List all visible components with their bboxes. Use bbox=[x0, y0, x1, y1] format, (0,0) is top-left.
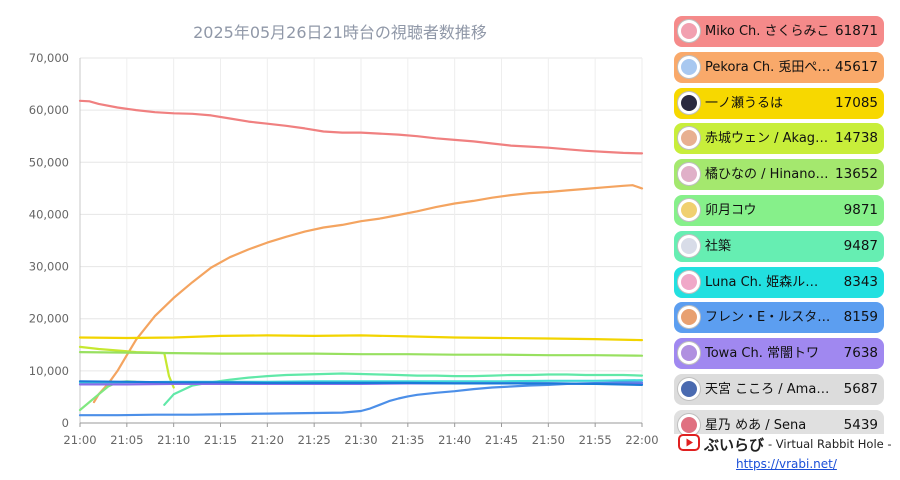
avatar-icon bbox=[677, 198, 701, 222]
legend-item-value: 45617 bbox=[835, 58, 878, 75]
x-tick-label: 21:05 bbox=[110, 433, 143, 447]
youtube-play-icon bbox=[678, 434, 700, 451]
x-tick-label: 22:00 bbox=[625, 433, 658, 447]
y-tick-label: 50,000 bbox=[29, 155, 69, 169]
avatar-icon bbox=[677, 412, 701, 434]
avatar-icon bbox=[677, 126, 701, 151]
x-tick-label: 21:35 bbox=[391, 433, 424, 447]
x-tick-label: 21:20 bbox=[251, 433, 284, 447]
series-line-6 bbox=[163, 372, 644, 406]
legend-item-name: 天宮 こころ / Amamiya Kokoro bbox=[705, 382, 831, 397]
legend-item-name: Towa Ch. 常闇トワ bbox=[705, 346, 819, 362]
legend-item-value: 8343 bbox=[843, 273, 878, 290]
brand-footer: ぶいらび - Virtual Rabbit Hole - https://vra… bbox=[676, 433, 898, 477]
legend-item: 社築 9487 bbox=[674, 230, 884, 262]
legend-item-name: Luna Ch. 姫森ルーナ bbox=[705, 274, 831, 290]
brand-link[interactable]: https://vrabi.net/ bbox=[736, 457, 837, 471]
series-line-4 bbox=[78, 351, 644, 357]
legend-item: 橘ひなの / Hinano Tachibana13652 bbox=[674, 159, 884, 191]
brand-name: ぶいらび bbox=[704, 436, 765, 454]
x-tick-label: 21:50 bbox=[532, 433, 565, 447]
avatar-icon bbox=[677, 341, 701, 366]
y-tick-label: 40,000 bbox=[29, 207, 69, 221]
legend-item-value: 9487 bbox=[843, 237, 878, 254]
y-tick-label: 0 bbox=[62, 416, 69, 430]
legend-item: Pekora Ch. 兎田ぺこら 45617 bbox=[674, 51, 884, 83]
y-tick-label: 10,000 bbox=[29, 364, 69, 378]
x-tick-label: 21:45 bbox=[485, 433, 518, 447]
legend-item: Luna Ch. 姫森ルーナ 8343 bbox=[674, 266, 884, 298]
legend-item-name: Miko Ch. さくらみこ bbox=[705, 24, 830, 39]
legend-item-value: 61871 bbox=[835, 23, 878, 39]
legend-item-name: 赤城ウェン / Akagi Wen bbox=[705, 131, 831, 147]
avatar-icon bbox=[677, 162, 701, 187]
legend-item: 赤城ウェン / Akagi Wen14738 bbox=[674, 123, 884, 155]
legend-item-name: Pekora Ch. 兎田ぺこら bbox=[705, 59, 831, 75]
series-layer bbox=[78, 99, 644, 417]
legend-item: 卯月コウ 9871 bbox=[674, 195, 884, 226]
x-tick-label: 21:55 bbox=[579, 433, 612, 447]
legend-item-value: 7638 bbox=[843, 345, 878, 362]
avatar-icon bbox=[677, 54, 701, 79]
legend-item-value: 14738 bbox=[835, 130, 878, 147]
x-tick-label: 21:25 bbox=[298, 433, 331, 447]
legend-item: Towa Ch. 常闇トワ 7638 bbox=[674, 338, 884, 370]
chart-title: 2025年05月26日21時台の視聴者数推移 bbox=[193, 23, 487, 42]
series-line-5 bbox=[78, 380, 166, 412]
legend-item-name: 星乃 めあ / Sena bbox=[705, 417, 807, 433]
legend-item-value: 8159 bbox=[843, 309, 878, 326]
gridlines bbox=[79, 57, 643, 424]
avatar-icon bbox=[677, 377, 701, 401]
legend-item-value: 17085 bbox=[835, 94, 878, 111]
legend-item-value: 13652 bbox=[835, 166, 878, 183]
series-line-2 bbox=[78, 334, 644, 342]
x-tick-label: 21:00 bbox=[63, 433, 96, 447]
avatar-icon bbox=[677, 19, 701, 43]
legend-item: 星乃 めあ / Sena 5439 bbox=[674, 409, 884, 434]
brand-tagline: - Virtual Rabbit Hole - bbox=[768, 437, 892, 451]
x-tick-label: 21:40 bbox=[438, 433, 471, 447]
y-tick-label: 20,000 bbox=[29, 312, 69, 326]
line-chart: 2025年05月26日21時台の視聴者数推移 0 10,000 20,000 30,0… bbox=[29, 23, 659, 447]
legend-item-name: 社築 bbox=[705, 238, 732, 254]
legend-item-name: 橘ひなの / Hinano Tachibana bbox=[705, 167, 831, 183]
y-tick-label: 60,000 bbox=[29, 103, 69, 117]
y-tick-label: 30,000 bbox=[29, 260, 69, 274]
legend-item-name: フレン・E・ルスタリオ bbox=[705, 310, 831, 326]
legend-item-value: 9871 bbox=[843, 202, 878, 218]
avatar-icon bbox=[677, 233, 701, 258]
avatar-icon bbox=[677, 90, 701, 115]
series-line-0 bbox=[78, 99, 644, 155]
x-tick-label: 21:10 bbox=[157, 433, 190, 447]
series-line-10 bbox=[78, 380, 644, 386]
y-tick-label: 70,000 bbox=[29, 51, 69, 65]
legend-item-name: 一ノ瀬うるは bbox=[705, 95, 784, 111]
x-tick-label: 21:15 bbox=[204, 433, 237, 447]
legend: Miko Ch. さくらみこ 61871 Pekora Ch. 兎田ぺこら 45617… bbox=[674, 16, 884, 434]
legend-item: 天宮 こころ / Amamiya Kokoro 5687 bbox=[674, 374, 884, 405]
legend-item-name: 卯月コウ bbox=[705, 203, 757, 218]
x-tick-label: 21:30 bbox=[344, 433, 377, 447]
legend-item: フレン・E・ルスタリオ 8159 bbox=[674, 302, 884, 334]
legend-item: 一ノ瀬うるは 17085 bbox=[674, 87, 884, 119]
legend-item: Miko Ch. さくらみこ 61871 bbox=[674, 16, 884, 47]
avatar-icon bbox=[677, 305, 701, 330]
legend-item-value: 5687 bbox=[843, 381, 878, 397]
avatar-icon bbox=[677, 269, 701, 294]
legend-item-value: 5439 bbox=[843, 416, 878, 433]
axes: 0 10,000 20,000 30,000 40,000 50,000 60,000 70,… bbox=[29, 51, 659, 447]
series-line-1 bbox=[92, 184, 644, 404]
